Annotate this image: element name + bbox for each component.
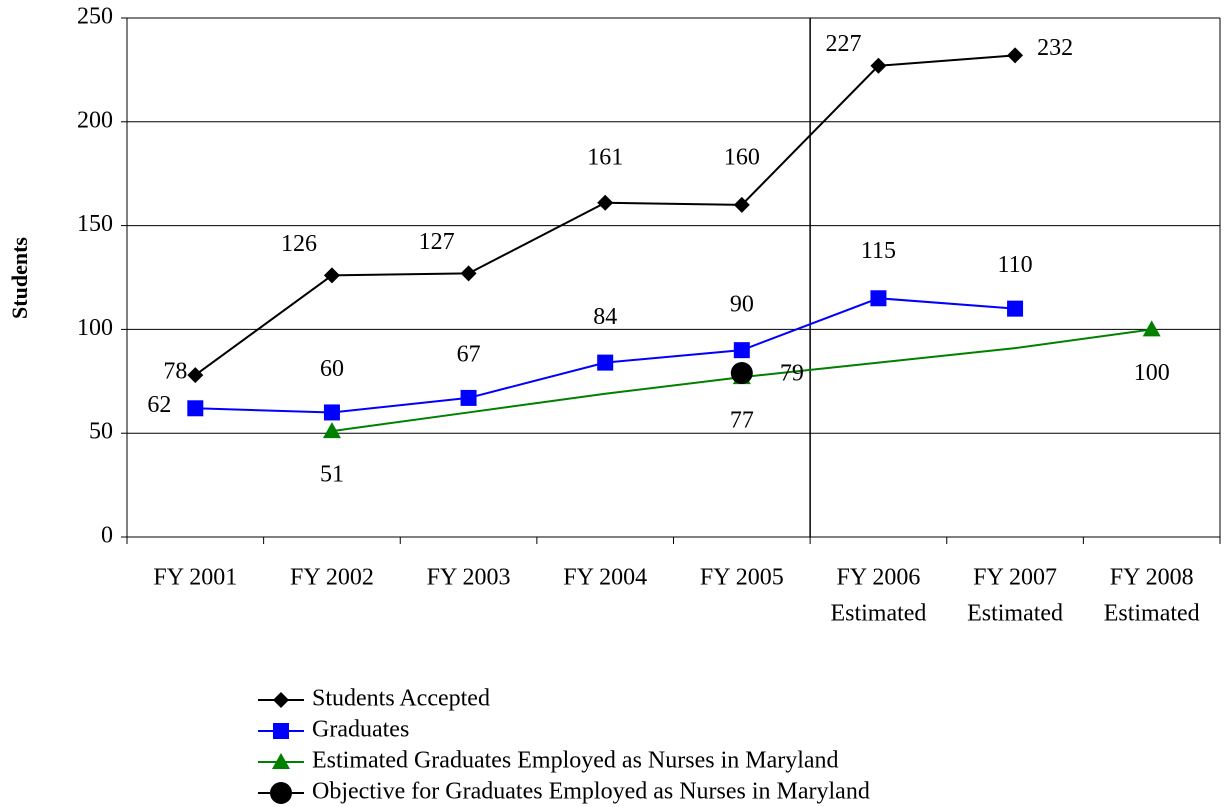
data-label: 90 <box>730 292 754 318</box>
data-label: 126 <box>281 231 317 257</box>
marker <box>323 267 340 284</box>
marker <box>322 422 341 439</box>
x-tick-label: FY 2008 <box>1110 565 1194 591</box>
marker <box>870 290 887 307</box>
x-tick-label: FY 2007 <box>973 565 1057 591</box>
data-label: 100 <box>1134 360 1170 386</box>
data-label: 77 <box>730 408 754 434</box>
data-label: 160 <box>724 144 760 170</box>
legend-label: Estimated Graduates Employed as Nurses i… <box>312 748 839 774</box>
marker <box>460 265 477 282</box>
data-label: 161 <box>587 144 623 170</box>
y-tick-label: 150 <box>77 211 113 237</box>
x-tick-label: Estimated <box>967 601 1063 627</box>
marker <box>270 782 292 804</box>
marker <box>733 196 750 213</box>
data-label: 60 <box>320 356 344 382</box>
x-tick-label: FY 2002 <box>290 565 374 591</box>
marker <box>1142 320 1161 337</box>
x-tick-label: Estimated <box>830 601 926 627</box>
data-label: 115 <box>861 238 896 264</box>
x-tick-label: FY 2003 <box>427 565 511 591</box>
x-tick-label: FY 2004 <box>563 565 647 591</box>
marker <box>597 354 614 371</box>
legend-label: Objective for Graduates Employed as Nurs… <box>312 779 870 805</box>
data-label: 227 <box>825 31 861 57</box>
data-label: 232 <box>1037 35 1073 61</box>
marker <box>460 389 477 406</box>
y-tick-label: 250 <box>77 4 113 30</box>
data-label: 110 <box>998 252 1033 278</box>
legend-label: Students Accepted <box>312 686 490 712</box>
x-tick-label: FY 2005 <box>700 565 784 591</box>
y-axis-label: Students <box>7 237 32 319</box>
data-label: 51 <box>320 462 344 488</box>
y-tick-label: 200 <box>77 107 113 133</box>
marker <box>730 361 753 384</box>
data-label: 67 <box>457 341 481 367</box>
marker <box>187 367 204 384</box>
marker <box>187 400 204 417</box>
data-label: 78 <box>163 359 187 385</box>
marker <box>597 194 614 211</box>
y-tick-label: 50 <box>89 419 113 445</box>
marker <box>273 692 289 708</box>
data-label: 79 <box>780 360 804 386</box>
y-tick-label: 100 <box>77 315 113 341</box>
x-tick-label: FY 2006 <box>837 565 921 591</box>
data-label: 62 <box>147 392 171 418</box>
marker <box>1007 47 1024 64</box>
data-label: 84 <box>593 304 617 330</box>
data-label: 127 <box>419 229 455 255</box>
marker <box>273 723 289 739</box>
x-tick-label: Estimated <box>1104 601 1200 627</box>
marker <box>1007 300 1024 317</box>
x-tick-label: FY 2001 <box>153 565 237 591</box>
legend-label: Graduates <box>312 717 409 743</box>
marker <box>870 57 887 74</box>
y-tick-label: 0 <box>101 523 113 549</box>
marker <box>272 753 290 769</box>
marker <box>323 404 340 421</box>
marker <box>733 342 750 359</box>
